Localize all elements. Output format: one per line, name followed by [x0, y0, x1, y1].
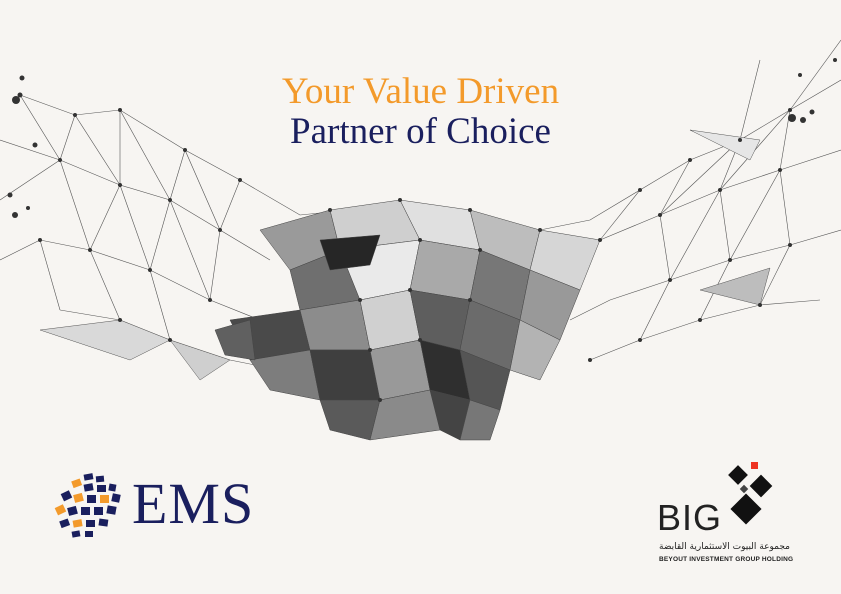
ems-logo: EMS: [50, 470, 280, 540]
big-logo-text: BIG: [657, 497, 723, 538]
big-logo-arabic: مجموعة البيوت الاستثمارية القابضة: [659, 542, 790, 552]
ems-logo-text: EMS: [132, 471, 255, 536]
big-logo-english: BEYOUT INVESTMENT GROUP HOLDING: [659, 556, 794, 563]
big-logo: BIG مجموعة البيوت الاستثمارية القابضة BE…: [655, 460, 795, 570]
headline-line-1: Your Value Driven: [281, 71, 560, 112]
headline-line-2: Partner of Choice: [290, 111, 551, 152]
big-cubes-icon: [728, 462, 773, 525]
ems-globe-icon: [54, 473, 121, 538]
headline: Your Value Driven Partner of Choice: [0, 72, 841, 152]
